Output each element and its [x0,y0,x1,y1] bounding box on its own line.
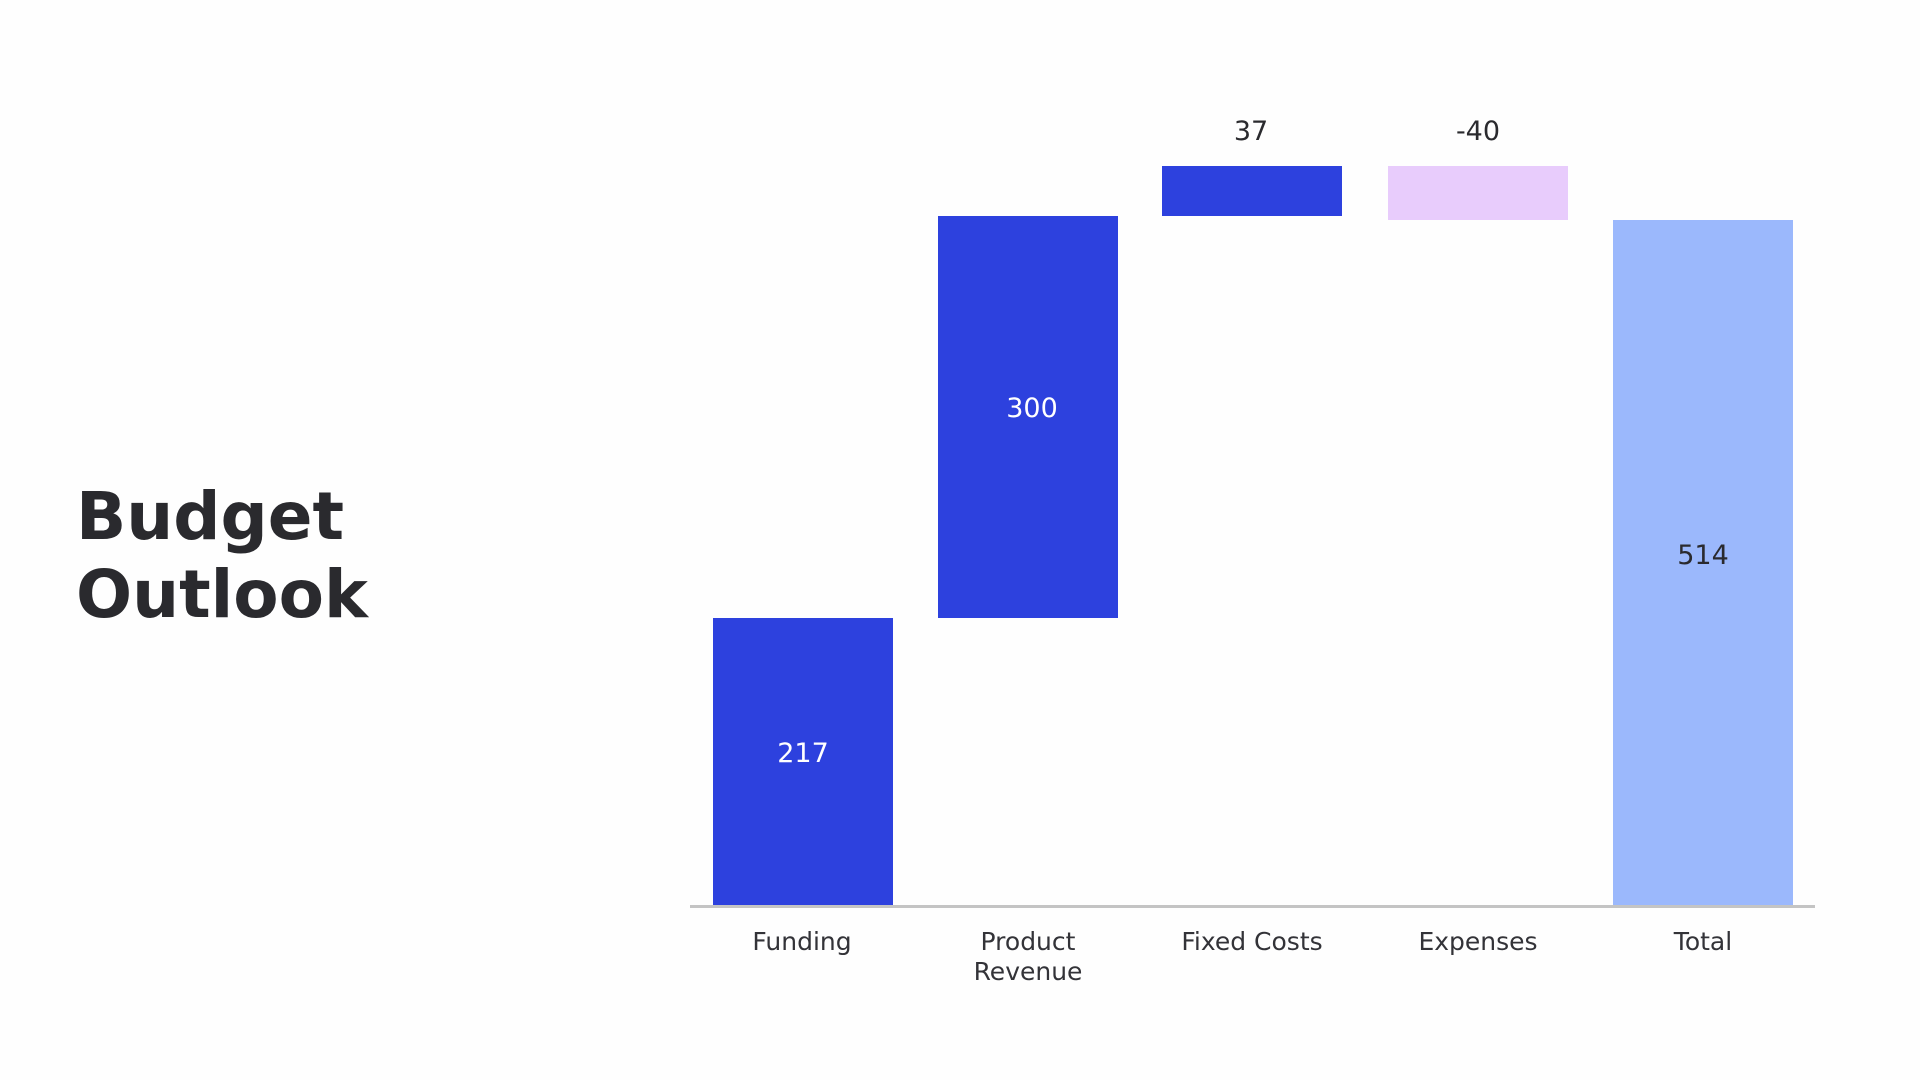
bar-fixed-costs [1162,166,1342,216]
slide-title: Budget Outlook [76,478,368,634]
category-label-fixed-costs: Fixed Costs [1142,927,1362,957]
slide-title-line-2: Outlook [76,556,368,633]
value-label-expenses: -40 [1455,116,1501,147]
slide-title-line-1: Budget [76,478,345,555]
x-axis-line [690,905,1815,908]
category-label-expenses: Expenses [1368,927,1588,957]
category-label-text: Total [1673,927,1733,956]
bar-expenses [1388,166,1568,220]
bar-funding [713,618,893,906]
category-label-text: Fixed Costs [1181,927,1323,956]
bar-product-revenue [938,216,1118,618]
category-label-text: Funding [752,927,852,956]
value-label-product-revenue: 300 [1006,393,1058,424]
category-label-product-revenue: Product Revenue [918,927,1138,987]
category-label-text: Product [980,927,1076,956]
bar-total [1613,220,1793,906]
value-label-funding: 217 [777,738,829,769]
category-label-funding: Funding [692,927,912,957]
category-label-text: Expenses [1418,927,1538,956]
value-label-total: 514 [1677,540,1729,571]
value-label-fixed-costs: 37 [1233,116,1269,147]
category-label-text: Revenue [973,957,1083,986]
category-label-total: Total [1593,927,1813,957]
